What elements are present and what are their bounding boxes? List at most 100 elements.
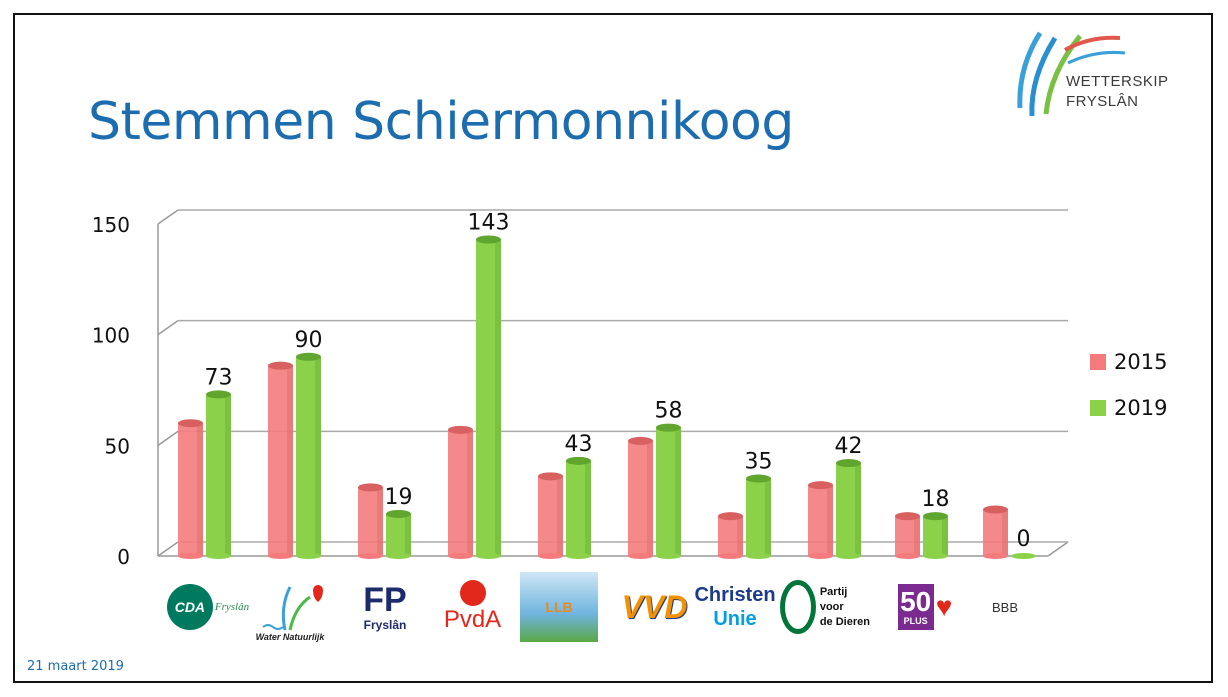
- bar-base: [1011, 553, 1036, 559]
- logo-cda: CDA Fryslân: [163, 572, 253, 642]
- wetterskip-logo-icon: [1017, 31, 1126, 117]
- 50plus-text: 50: [900, 586, 932, 617]
- bar-2015: [538, 472, 563, 559]
- bar-cap: [296, 352, 321, 361]
- bar-shade: [942, 516, 948, 556]
- bar-body: [895, 516, 920, 556]
- cda-text: CDA: [166, 584, 213, 630]
- gridline-diagonal: [157, 430, 179, 446]
- bar-base: [983, 553, 1008, 559]
- bar-shade: [585, 460, 591, 556]
- bar-body: [808, 485, 833, 556]
- bar-base: [206, 553, 231, 559]
- slide-frame: [13, 13, 1213, 683]
- bar-body: [923, 516, 948, 556]
- legend-label-2015: 2015: [1114, 350, 1168, 374]
- cu-sub: Unie: [713, 608, 757, 630]
- brand-line2: FRYSLÂN: [1066, 93, 1139, 110]
- 50plus-sub: PLUS: [903, 616, 928, 626]
- bar-2019: [1011, 553, 1036, 559]
- bar-base: [895, 553, 920, 559]
- cu-text: Christen: [694, 584, 776, 606]
- bar-body: [836, 463, 861, 556]
- cda-sub: Fryslân: [214, 601, 250, 613]
- data-label: 58: [655, 399, 683, 424]
- bar-body: [628, 440, 653, 556]
- legend-label-2019: 2019: [1114, 396, 1168, 420]
- data-label: 0: [1017, 527, 1031, 552]
- logo-pvda: PvdA: [435, 572, 510, 642]
- heart-icon: ♥: [935, 591, 953, 622]
- llb-text: LLB: [545, 599, 573, 615]
- bar-shade: [225, 394, 231, 556]
- bar-body: [476, 239, 501, 556]
- data-label: 42: [835, 434, 863, 459]
- bar-base: [656, 553, 681, 559]
- bar-2015: [983, 505, 1008, 559]
- fnp-sub: Fryslân: [363, 618, 407, 632]
- bar-cap: [808, 481, 833, 490]
- bar-body: [983, 509, 1008, 556]
- bar-cap: [268, 361, 293, 370]
- slide-title: Stemmen Schiermonnikoog: [88, 92, 794, 152]
- bar-2015: [178, 419, 203, 559]
- bar-shade: [287, 365, 293, 556]
- legend-swatch-2015: [1090, 354, 1106, 370]
- bar-shade: [405, 513, 411, 556]
- bar-shade: [467, 429, 473, 556]
- bar-base: [836, 553, 861, 559]
- y-tick-label: 100: [92, 324, 130, 348]
- bar-cap: [923, 512, 948, 521]
- gridline-diagonal: [157, 320, 179, 336]
- bar-2019: [476, 235, 501, 559]
- bar-2015: [808, 481, 833, 559]
- gridline-diagonal: [157, 209, 179, 225]
- bar-cap: [718, 512, 743, 521]
- bar-base: [178, 553, 203, 559]
- bar-2015: [268, 361, 293, 559]
- bar-2015: [448, 425, 473, 559]
- bar-base: [923, 553, 948, 559]
- footer-date: 21 maart 2019: [27, 659, 124, 674]
- pvdd-sub: de Dieren: [819, 615, 870, 628]
- bar-base: [808, 553, 833, 559]
- bar-2015: [358, 483, 383, 559]
- data-label: 19: [385, 485, 413, 510]
- bar-cap: [358, 483, 383, 492]
- bar-cap: [386, 509, 411, 518]
- bar-2019: [656, 423, 681, 559]
- gridline-diagonal: [157, 541, 179, 557]
- vvd-text: VVD: [621, 588, 688, 625]
- water-natuurlijk-text: Water Natuurlijk: [255, 632, 325, 642]
- bar-base: [566, 553, 591, 559]
- bar-cap: [628, 436, 653, 445]
- data-label: 18: [922, 487, 950, 512]
- bar-body: [358, 487, 383, 556]
- bar-base: [358, 553, 383, 559]
- rose-icon: [459, 580, 486, 606]
- y-tick-label: 0: [117, 545, 130, 569]
- apple-icon: [780, 580, 816, 634]
- brand-name: WETTERSKIP FRYSLÂN: [1066, 72, 1169, 112]
- bar-cap: [746, 474, 771, 483]
- tree-icon: [262, 585, 323, 631]
- bar-shade: [914, 516, 920, 556]
- bar-cap: [656, 423, 681, 432]
- bar-shade: [675, 427, 681, 556]
- bar-shade: [855, 463, 861, 556]
- pvda-text: PvdA: [443, 606, 502, 633]
- data-label: 43: [565, 432, 593, 457]
- bar-cap: [476, 235, 501, 244]
- bar-2019: [296, 352, 321, 559]
- bar-shade: [827, 485, 833, 556]
- y-tick-label: 150: [92, 213, 130, 237]
- bar-body: [566, 460, 591, 556]
- bar-shade: [495, 239, 501, 556]
- bar-cap: [895, 512, 920, 521]
- pvdd-text: Partij voor: [819, 585, 848, 613]
- bar-base: [718, 553, 743, 559]
- bar-shade: [737, 516, 743, 556]
- bar-2019: [566, 456, 591, 559]
- bar-2019: [836, 459, 861, 559]
- legend-item-2015: 2015: [1090, 350, 1167, 374]
